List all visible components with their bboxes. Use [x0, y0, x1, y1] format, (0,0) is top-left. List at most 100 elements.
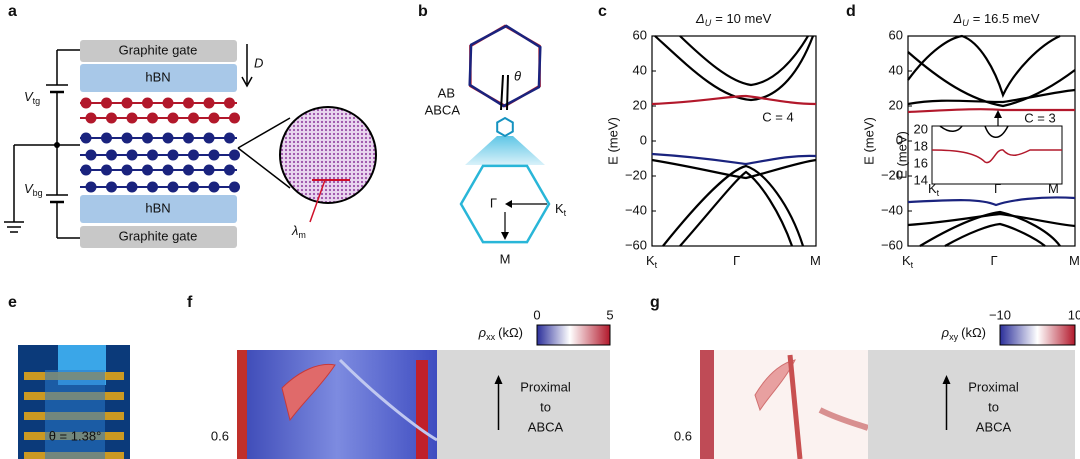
y-tick-label: −60 [625, 237, 647, 252]
band-blue [907, 196, 1076, 207]
plot-title: ΔU = 10 meV [695, 11, 772, 28]
atom [101, 132, 112, 144]
map-edge [700, 350, 714, 459]
layer-label: Graphite gate [119, 228, 198, 243]
inset-y-tick-label: 16 [914, 155, 928, 170]
colorbar [999, 324, 1076, 346]
inset-y-tick-label: 14 [914, 172, 928, 187]
region-label: ABCA [528, 419, 564, 434]
atom [80, 164, 92, 176]
inset-x-tick-label: Γ [994, 181, 1001, 196]
atom [208, 149, 220, 161]
angle-label: θ [514, 68, 521, 83]
inset-y-tick-label: 18 [914, 138, 928, 153]
band [662, 164, 805, 247]
zoom-line [237, 147, 291, 189]
band [944, 222, 1046, 247]
y-tick-label: 40 [889, 62, 903, 77]
plot-title-subscript: U [705, 18, 712, 28]
map-feature [754, 359, 796, 412]
chern-label: C = 4 [762, 109, 793, 124]
band-red [907, 108, 1075, 114]
atom [229, 181, 240, 193]
atom [106, 112, 117, 124]
y-tick-label: 0 [640, 132, 647, 147]
atom [142, 132, 153, 144]
y-tick-label: 20 [889, 97, 903, 112]
x-tick-label-symbol: Γ [991, 253, 998, 268]
rotation-lines [500, 74, 509, 111]
atom [224, 97, 235, 109]
k-label-symbol: K [555, 201, 564, 216]
atom [224, 164, 235, 176]
band [679, 35, 809, 87]
atom [203, 97, 215, 109]
voltage-label: Vbg [24, 181, 43, 198]
colorbar-tick-label: 5 [606, 307, 613, 322]
atom [167, 149, 179, 161]
colorbar-label: ρxy (kΩ) [941, 325, 986, 342]
atom [183, 132, 194, 144]
region-label: Proximal [520, 379, 571, 394]
atom [126, 112, 138, 124]
atom [121, 164, 133, 176]
panel-label: b [418, 3, 428, 20]
y-tick-label: 60 [633, 27, 647, 42]
y-tick-label: 20 [633, 97, 647, 112]
colorbar-label-unit: (kΩ) [961, 325, 986, 340]
layer-label: Graphite gate [119, 42, 198, 57]
node [54, 142, 60, 148]
k-label: Kt [555, 201, 567, 218]
atom [106, 181, 117, 193]
atom [203, 164, 215, 176]
x-tick-label-symbol: Γ [733, 253, 740, 268]
m-label: M [500, 251, 511, 266]
inset-x-tick-label-subscript: t [937, 188, 940, 198]
panel-label: c [598, 3, 607, 20]
layer-label: hBN [145, 200, 170, 215]
hexagon-abca [468, 24, 542, 108]
x-tick-label-subscript: t [655, 260, 658, 270]
colorbar-label-subscript: xy [949, 332, 959, 342]
voltage-label-subscript: bg [33, 188, 43, 198]
y-tick-label: −40 [625, 202, 647, 217]
y-tick-label: 0.6 [211, 428, 229, 443]
region-label: to [988, 399, 999, 414]
colorbar-label-symbol: ρ [941, 325, 950, 340]
small-hexagon [496, 116, 514, 138]
band [919, 210, 1061, 247]
hexagon-ab [469, 24, 541, 108]
atom [224, 132, 235, 144]
panel-label: e [8, 294, 17, 311]
atom [229, 149, 240, 161]
y-tick-label: 0 [896, 132, 903, 147]
voltage-label: Vtg [24, 89, 40, 106]
wavelength-label-subscript: m [298, 230, 306, 240]
stacking-label: AB [438, 85, 455, 100]
map-edge [237, 350, 247, 459]
map-feature [338, 358, 438, 442]
plot-title-symbol: Δ [953, 11, 963, 26]
inset-frame [931, 125, 1063, 185]
colorbar-tick-label: 10 [1068, 307, 1080, 322]
layer [80, 195, 237, 223]
y-tick-label: 40 [633, 62, 647, 77]
band [907, 88, 1076, 106]
atom [80, 132, 92, 144]
x-tick-label: Kt [646, 253, 658, 270]
layer [80, 226, 237, 248]
plot-title: ΔU = 16.5 meV [953, 11, 1040, 28]
voltage-label-symbol: V [24, 181, 34, 196]
region-label: to [540, 399, 551, 414]
colorbar [536, 324, 611, 346]
atom [167, 112, 179, 124]
atom [188, 149, 199, 161]
map [237, 350, 437, 459]
atom [183, 164, 194, 176]
band-red [651, 94, 817, 106]
atom [188, 112, 199, 124]
atom [203, 132, 215, 144]
y-tick-label: −40 [881, 202, 903, 217]
twist-angle-label: θ = 1.38° [49, 428, 102, 443]
